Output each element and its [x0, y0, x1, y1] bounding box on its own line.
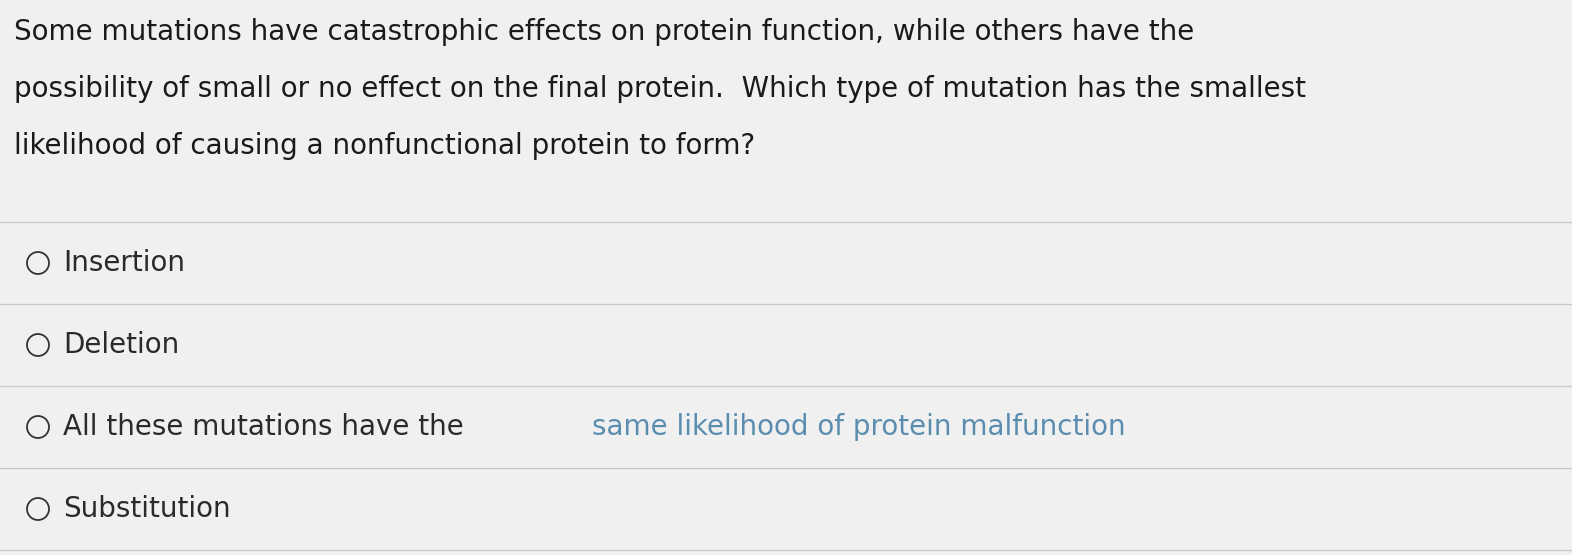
Text: possibility of small or no effect on the final protein.  Which type of mutation : possibility of small or no effect on the… [14, 75, 1306, 103]
Text: Deletion: Deletion [63, 331, 179, 359]
Text: Substitution: Substitution [63, 495, 231, 523]
Text: likelihood of causing a nonfunctional protein to form?: likelihood of causing a nonfunctional pr… [14, 132, 755, 160]
Text: same likelihood of protein malfunction: same likelihood of protein malfunction [591, 413, 1126, 441]
Text: Some mutations have catastrophic effects on protein function, while others have : Some mutations have catastrophic effects… [14, 18, 1195, 46]
Text: Insertion: Insertion [63, 249, 185, 277]
Text: All these mutations have the: All these mutations have the [63, 413, 473, 441]
